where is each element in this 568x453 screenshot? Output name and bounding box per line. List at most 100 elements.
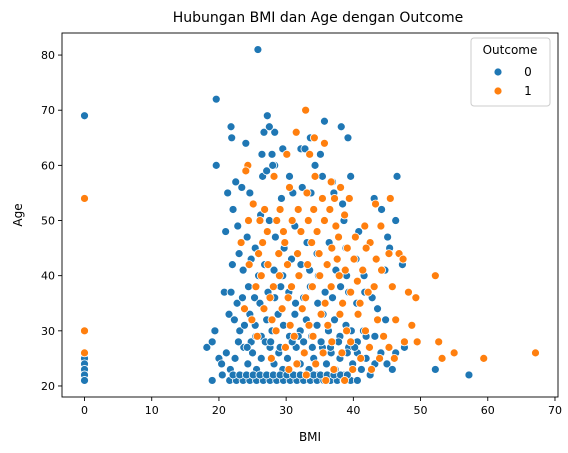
point-outcome-1-114 bbox=[324, 321, 332, 329]
point-outcome-0-152 bbox=[388, 365, 396, 373]
point-outcome-1-17 bbox=[318, 194, 326, 202]
point-outcome-1-134 bbox=[293, 360, 301, 368]
point-outcome-0-235 bbox=[308, 343, 316, 351]
point-outcome-1-103 bbox=[408, 321, 416, 329]
point-outcome-1-116 bbox=[361, 327, 369, 335]
point-outcome-1-35 bbox=[332, 222, 340, 230]
point-outcome-1-49 bbox=[328, 244, 336, 252]
point-outcome-1-136 bbox=[330, 365, 338, 373]
point-outcome-0-54 bbox=[222, 228, 230, 236]
point-outcome-1-90 bbox=[302, 294, 310, 302]
point-outcome-0-121 bbox=[431, 365, 439, 373]
point-outcome-1-89 bbox=[284, 294, 292, 302]
point-outcome-0-156 bbox=[231, 354, 239, 362]
point-outcome-1-91 bbox=[321, 299, 329, 307]
point-outcome-1-117 bbox=[380, 332, 388, 340]
point-outcome-1-6 bbox=[320, 139, 328, 147]
point-outcome-1-66 bbox=[323, 261, 331, 269]
point-outcome-1-82 bbox=[327, 283, 335, 291]
point-outcome-1-36 bbox=[361, 222, 369, 230]
point-outcome-1-138 bbox=[368, 365, 376, 373]
point-outcome-0-72 bbox=[393, 172, 401, 180]
point-outcome-1-61 bbox=[399, 255, 407, 263]
point-outcome-1-0 bbox=[81, 194, 89, 202]
point-outcome-0-107 bbox=[292, 299, 300, 307]
point-outcome-1-125 bbox=[385, 343, 393, 351]
point-outcome-1-88 bbox=[266, 294, 274, 302]
point-outcome-1-139 bbox=[302, 371, 310, 379]
point-outcome-0-122 bbox=[465, 371, 473, 379]
point-outcome-1-92 bbox=[339, 299, 347, 307]
point-outcome-1-74 bbox=[335, 272, 343, 280]
point-outcome-1-101 bbox=[374, 316, 382, 324]
point-outcome-0-79 bbox=[235, 250, 243, 258]
point-outcome-1-69 bbox=[378, 266, 386, 274]
point-outcome-0-42 bbox=[246, 189, 254, 197]
point-outcome-1-95 bbox=[260, 305, 268, 313]
point-outcome-1-16 bbox=[303, 189, 311, 197]
point-outcome-0-126 bbox=[240, 321, 248, 329]
point-outcome-0-0 bbox=[81, 112, 89, 120]
point-outcome-0-100 bbox=[245, 283, 253, 291]
point-outcome-1-143 bbox=[267, 354, 275, 362]
point-outcome-1-96 bbox=[278, 305, 286, 313]
point-outcome-1-100 bbox=[354, 310, 362, 318]
point-outcome-0-162 bbox=[257, 354, 265, 362]
point-outcome-1-68 bbox=[359, 266, 367, 274]
x-tick-label-60: 60 bbox=[481, 404, 495, 417]
point-outcome-1-142 bbox=[285, 365, 293, 373]
point-outcome-1-25 bbox=[294, 205, 302, 213]
point-outcome-1-94 bbox=[240, 305, 248, 313]
x-tick-label-40: 40 bbox=[346, 404, 360, 417]
point-outcome-1-31 bbox=[273, 217, 281, 225]
point-outcome-1-130 bbox=[338, 349, 346, 357]
point-outcome-1-7 bbox=[283, 150, 291, 158]
point-outcome-0-159 bbox=[244, 360, 252, 368]
point-outcome-1-50 bbox=[343, 244, 351, 252]
point-outcome-1-104 bbox=[413, 338, 421, 346]
point-outcome-0-31 bbox=[268, 150, 276, 158]
point-outcome-1-63 bbox=[264, 261, 272, 269]
point-outcome-1-60 bbox=[372, 255, 380, 263]
point-outcome-0-38 bbox=[347, 172, 355, 180]
point-outcome-1-27 bbox=[326, 205, 334, 213]
point-outcome-0-34 bbox=[311, 161, 319, 169]
point-outcome-0-110 bbox=[314, 299, 322, 307]
y-tick-label-70: 70 bbox=[41, 104, 55, 117]
point-outcome-0-73 bbox=[392, 217, 400, 225]
point-outcome-1-105 bbox=[435, 338, 443, 346]
point-outcome-1-64 bbox=[283, 261, 291, 269]
point-outcome-1-48 bbox=[308, 239, 316, 247]
point-outcome-1-32 bbox=[288, 217, 296, 225]
point-outcome-1-58 bbox=[333, 255, 341, 263]
y-tick-label-30: 30 bbox=[41, 325, 55, 338]
point-outcome-1-124 bbox=[365, 343, 373, 351]
point-outcome-1-106 bbox=[438, 354, 446, 362]
point-outcome-0-124 bbox=[230, 316, 238, 324]
x-tick-label-30: 30 bbox=[279, 404, 293, 417]
point-outcome-1-42 bbox=[335, 233, 343, 241]
point-outcome-0-7 bbox=[254, 46, 262, 54]
y-axis-label: Age bbox=[11, 203, 25, 226]
point-outcome-0-27 bbox=[337, 123, 345, 131]
point-outcome-1-45 bbox=[237, 239, 245, 247]
point-outcome-1-11 bbox=[270, 172, 278, 180]
point-outcome-0-105 bbox=[277, 283, 285, 291]
point-outcome-1-83 bbox=[347, 288, 355, 296]
point-outcome-1-24 bbox=[276, 205, 284, 213]
point-outcome-0-46 bbox=[269, 161, 277, 169]
point-outcome-1-52 bbox=[385, 250, 393, 258]
point-outcome-0-9 bbox=[212, 161, 220, 169]
point-outcome-0-135 bbox=[291, 310, 299, 318]
point-outcome-1-102 bbox=[392, 316, 400, 324]
point-outcome-1-70 bbox=[257, 272, 265, 280]
legend-entry-1: 1 bbox=[524, 84, 532, 98]
point-outcome-0-11 bbox=[208, 338, 216, 346]
point-outcome-1-21 bbox=[386, 194, 394, 202]
point-outcome-0-55 bbox=[229, 205, 237, 213]
point-outcome-1-38 bbox=[263, 228, 271, 236]
point-outcome-1-128 bbox=[300, 349, 308, 357]
point-outcome-1-108 bbox=[480, 354, 488, 362]
point-outcome-0-168 bbox=[283, 354, 291, 362]
point-outcome-0-71 bbox=[384, 233, 392, 241]
